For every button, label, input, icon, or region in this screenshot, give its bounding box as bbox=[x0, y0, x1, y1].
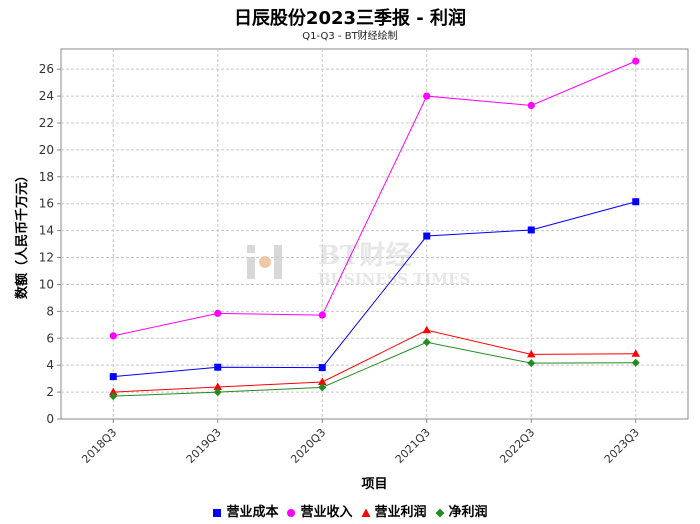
data-point bbox=[631, 349, 640, 357]
y-tick-label: 12 bbox=[39, 251, 54, 265]
watermark-logo-block bbox=[247, 257, 255, 279]
y-tick-label: 18 bbox=[39, 170, 54, 184]
y-tick-label: 20 bbox=[39, 143, 54, 157]
y-tick-label: 2 bbox=[46, 385, 54, 399]
legend-marker-square-icon bbox=[213, 508, 222, 517]
x-tick-label: 2021Q3 bbox=[393, 426, 433, 466]
y-axis-label: 数额（人民币千万元） bbox=[14, 169, 30, 299]
legend-label: 净利润 bbox=[448, 505, 488, 520]
y-tick-label: 24 bbox=[39, 89, 54, 103]
data-point bbox=[423, 92, 431, 100]
data-point bbox=[527, 359, 536, 368]
legend-item: 营业收入 bbox=[286, 501, 353, 520]
watermark-text: BT财经 bbox=[318, 240, 411, 271]
watermark-logo-block bbox=[274, 245, 282, 279]
data-point bbox=[632, 198, 640, 206]
legend-marker-circle-icon bbox=[287, 508, 296, 517]
data-point bbox=[109, 373, 117, 381]
data-point bbox=[422, 338, 431, 347]
data-point bbox=[632, 57, 640, 65]
series-line-1 bbox=[113, 60, 636, 337]
chart-legend: 营业成本 营业收入 营业利润 净利润 bbox=[0, 501, 700, 520]
data-point bbox=[318, 311, 326, 319]
legend-item: 净利润 bbox=[435, 501, 488, 520]
y-tick-label: 14 bbox=[39, 224, 54, 238]
y-tick-label: 22 bbox=[39, 116, 54, 130]
legend-marker-diamond-icon bbox=[435, 508, 445, 517]
y-tick-label: 6 bbox=[46, 331, 54, 345]
data-point bbox=[631, 358, 640, 367]
legend-item: 营业利润 bbox=[361, 501, 427, 520]
watermark-subtext: BUSINESS TIMES bbox=[318, 270, 470, 288]
chart-subtitle: Q1-Q3 - BT财经绘制 bbox=[302, 31, 398, 42]
y-tick-label: 8 bbox=[46, 304, 54, 318]
data-point bbox=[422, 325, 431, 334]
chart-title: 日辰股份2023三季报 - 利润 bbox=[233, 8, 467, 29]
x-axis-label: 项目 bbox=[361, 477, 387, 492]
y-tick-label: 16 bbox=[39, 197, 54, 211]
data-point bbox=[109, 387, 118, 396]
x-tick-label: 2020Q3 bbox=[288, 426, 328, 466]
y-tick-label: 0 bbox=[46, 412, 54, 426]
data-point bbox=[527, 101, 535, 110]
y-tick-label: 4 bbox=[46, 358, 54, 372]
data-point bbox=[423, 232, 431, 240]
data-point bbox=[214, 309, 222, 317]
legend-label: 营业收入 bbox=[300, 505, 353, 520]
plot-area bbox=[60, 48, 689, 420]
data-point bbox=[318, 364, 326, 372]
watermark-logo-dot bbox=[259, 256, 271, 268]
data-point bbox=[213, 382, 222, 390]
legend-item: 营业成本 bbox=[212, 501, 278, 520]
data-point bbox=[318, 377, 327, 385]
data-point bbox=[109, 392, 118, 401]
legend-label: 营业成本 bbox=[226, 505, 279, 520]
legend-label: 营业利润 bbox=[374, 505, 427, 520]
x-tick-label: 2019Q3 bbox=[184, 426, 224, 466]
y-tick-label: 26 bbox=[39, 62, 54, 76]
data-point bbox=[213, 388, 222, 397]
series-line-0 bbox=[113, 201, 636, 378]
data-point bbox=[318, 383, 327, 392]
x-tick-label: 2023Q3 bbox=[602, 426, 642, 466]
data-point bbox=[527, 226, 535, 234]
watermark-logo-block bbox=[247, 245, 255, 253]
legend-marker-triangle-icon bbox=[361, 508, 370, 517]
data-point bbox=[214, 363, 222, 371]
x-tick-label: 2022Q3 bbox=[497, 426, 537, 466]
series-line-2 bbox=[113, 329, 636, 393]
data-point bbox=[109, 332, 117, 340]
series-line-3 bbox=[113, 341, 636, 397]
data-point bbox=[527, 349, 536, 358]
y-tick-label: 10 bbox=[39, 277, 54, 291]
x-tick-label: 2018Q3 bbox=[79, 426, 119, 466]
